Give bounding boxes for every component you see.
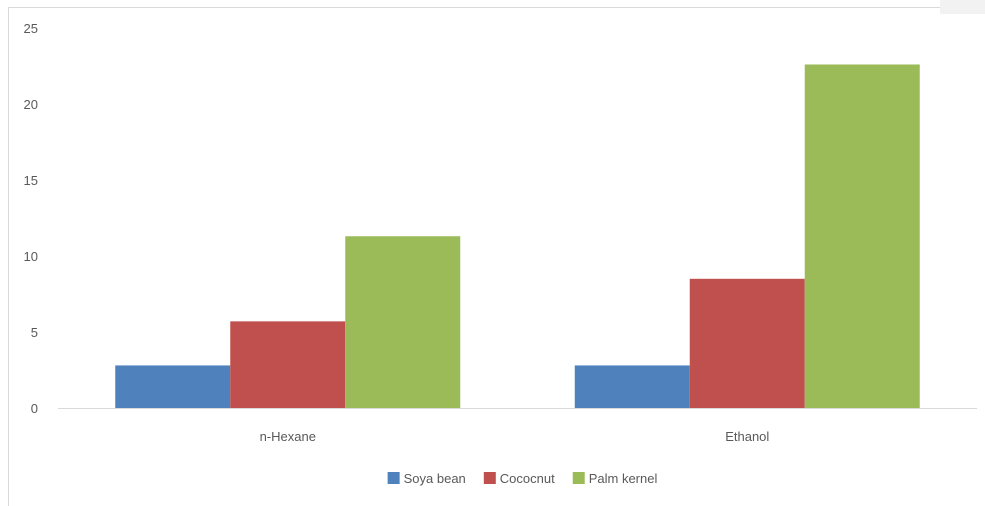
bar-palm-kernel-n-hexane xyxy=(345,236,461,408)
corner-patch xyxy=(940,0,985,14)
legend-label: Soya bean xyxy=(404,471,466,486)
legend-swatch-soya-bean xyxy=(387,472,400,484)
y-tick-label: 20 xyxy=(24,97,38,112)
category-labels: n-Hexane Ethanol xyxy=(260,429,770,444)
legend-label: Cococnut xyxy=(500,471,555,486)
y-tick-label: 25 xyxy=(24,21,38,36)
y-tick-label: 10 xyxy=(24,249,38,264)
y-axis-ticks: 0 5 10 15 20 25 xyxy=(24,21,38,416)
legend: Soya bean Cococnut Palm kernel xyxy=(387,471,658,486)
y-tick-label: 0 xyxy=(31,401,38,416)
bar-soya-bean-n-hexane xyxy=(115,365,231,408)
legend-swatch-cococnut xyxy=(483,472,496,484)
legend-label: Palm kernel xyxy=(589,471,658,486)
x-category-label: n-Hexane xyxy=(260,429,316,444)
bars-group xyxy=(115,64,920,408)
bar-cococnut-ethanol xyxy=(689,278,805,408)
bar-soya-bean-ethanol xyxy=(574,365,690,408)
x-category-label: Ethanol xyxy=(725,429,769,444)
y-tick-label: 5 xyxy=(31,325,38,340)
y-tick-label: 15 xyxy=(24,173,38,188)
legend-swatch-palm-kernel xyxy=(572,472,585,484)
bar-cococnut-n-hexane xyxy=(230,321,346,408)
bar-palm-kernel-ethanol xyxy=(804,64,920,408)
